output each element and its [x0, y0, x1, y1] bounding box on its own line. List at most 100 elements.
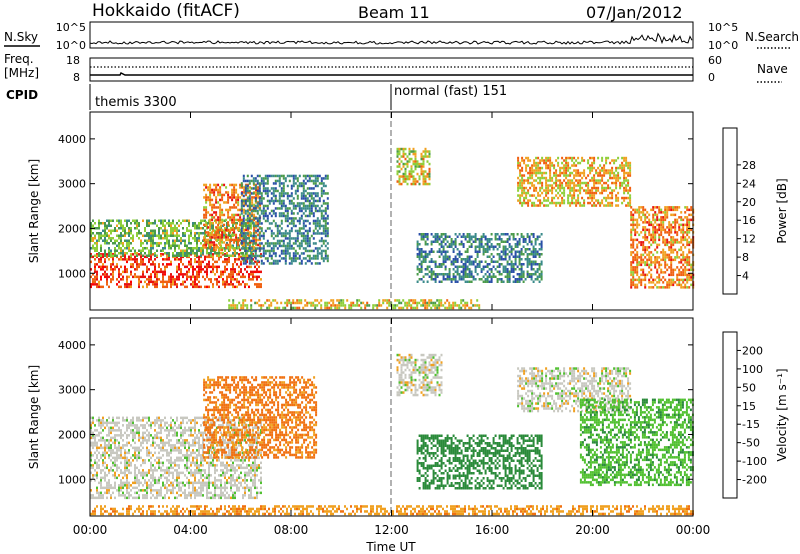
power-echo-cell	[200, 232, 202, 235]
power-echo-cell	[132, 247, 134, 250]
power-echo-cell	[244, 299, 247, 302]
power-echo-cell	[498, 270, 501, 273]
power-echo-cell	[563, 186, 566, 190]
power-echo-cell	[239, 186, 242, 189]
power-echo-cell	[428, 155, 431, 158]
power-echo-cell	[254, 270, 256, 274]
power-echo-cell	[630, 246, 633, 249]
power-echo-cell	[537, 169, 540, 172]
power-echo-cell	[607, 186, 610, 190]
power-echo-cell	[235, 223, 238, 227]
power-echo-cell	[438, 248, 441, 251]
power-echo-cell	[567, 166, 570, 170]
power-echo-cell	[164, 229, 166, 232]
power-echo-cell	[490, 258, 493, 261]
power-echo-cell	[118, 280, 120, 284]
power-echo-cell	[294, 254, 297, 258]
power-echo-cell	[536, 275, 539, 278]
power-echo-cell	[126, 270, 128, 274]
power-echo-cell	[274, 182, 277, 185]
power-echo-cell	[434, 301, 437, 305]
power-echo-cell	[108, 237, 110, 240]
power-echo-cell	[670, 231, 673, 234]
power-echo-cell	[118, 234, 120, 237]
power-echo-cell	[636, 263, 639, 267]
power-echo-cell	[579, 181, 582, 185]
power-echo-cell	[442, 263, 445, 266]
power-echo-cell	[254, 184, 257, 188]
power-echo-cell	[290, 184, 293, 188]
power-echo-cell	[254, 249, 257, 253]
power-echo-cell	[280, 187, 283, 190]
power-echo-cell	[156, 283, 158, 286]
power-echo-cell	[126, 219, 128, 222]
power-echo-cell	[376, 306, 379, 310]
power-echo-cell	[314, 227, 317, 230]
power-echo-cell	[585, 181, 588, 185]
power-echo-cell	[104, 249, 106, 252]
power-echo-cell	[664, 261, 667, 264]
power-echo-cell	[516, 273, 519, 276]
power-echo-cell	[448, 304, 451, 307]
power-echo-cell	[240, 252, 243, 255]
power-echo-cell	[686, 281, 689, 284]
power-echo-cell	[324, 174, 327, 178]
power-echo-cell	[678, 283, 681, 287]
power-echo-cell	[256, 259, 259, 263]
power-echo-cell	[246, 217, 249, 220]
power-echo-cell	[676, 278, 679, 282]
power-echo-cell	[636, 273, 639, 277]
power-echo-cell	[148, 232, 150, 235]
power-echo-cell	[256, 301, 259, 305]
power-echo-cell	[502, 240, 505, 243]
power-echo-cell	[250, 239, 253, 243]
power-echo-cell	[410, 182, 413, 186]
power-echo-cell	[650, 233, 653, 237]
power-echo-cell	[416, 255, 419, 258]
power-echo-cell	[212, 268, 214, 271]
power-echo-cell	[591, 156, 594, 160]
power-echo-cell	[233, 248, 236, 252]
power-echo-cell	[634, 211, 637, 214]
power-echo-cell	[336, 306, 339, 310]
power-echo-cell	[320, 239, 323, 243]
power-echo-cell	[684, 206, 687, 209]
power-echo-cell	[288, 301, 291, 305]
power-echo-cell	[106, 253, 108, 256]
power-echo-cell	[549, 169, 552, 172]
power-echo-cell	[110, 254, 112, 257]
power-echo-cell	[207, 231, 210, 234]
power-echo-cell	[686, 238, 689, 242]
power-echo-cell	[611, 194, 614, 197]
power-echo-cell	[198, 280, 200, 284]
power-echo-cell	[420, 248, 423, 251]
power-echo-cell	[656, 268, 659, 272]
power-echo-cell	[296, 306, 299, 310]
power-echo-cell	[160, 237, 162, 240]
power-echo-cell	[148, 239, 150, 242]
power-echo-cell	[324, 177, 327, 180]
power-echo-cell	[98, 280, 100, 284]
power-echo-cell	[90, 275, 92, 279]
power-echo-cell	[250, 209, 253, 213]
power-echo-cell	[682, 263, 685, 267]
power-echo-cell	[268, 252, 271, 255]
power-echo-cell	[302, 237, 305, 240]
power-echo-cell	[209, 233, 212, 237]
power-echo-cell	[648, 253, 651, 257]
power-echo-cell	[316, 224, 319, 228]
power-echo-cell	[231, 198, 234, 202]
power-echo-cell	[290, 174, 293, 178]
power-echo-cell	[646, 273, 649, 277]
power-echo-cell	[262, 179, 265, 183]
power-echo-cell	[674, 241, 677, 244]
power-echo-cell	[526, 255, 529, 258]
power-echo-cell	[280, 219, 283, 223]
power-echo-cell	[108, 234, 110, 237]
power-echo-cell	[464, 273, 467, 276]
power-echo-cell	[478, 263, 481, 266]
power-echo-cell	[286, 301, 289, 305]
power-echo-cell	[276, 189, 279, 193]
power-echo-cell	[152, 283, 154, 286]
power-echo-cell	[648, 231, 651, 234]
